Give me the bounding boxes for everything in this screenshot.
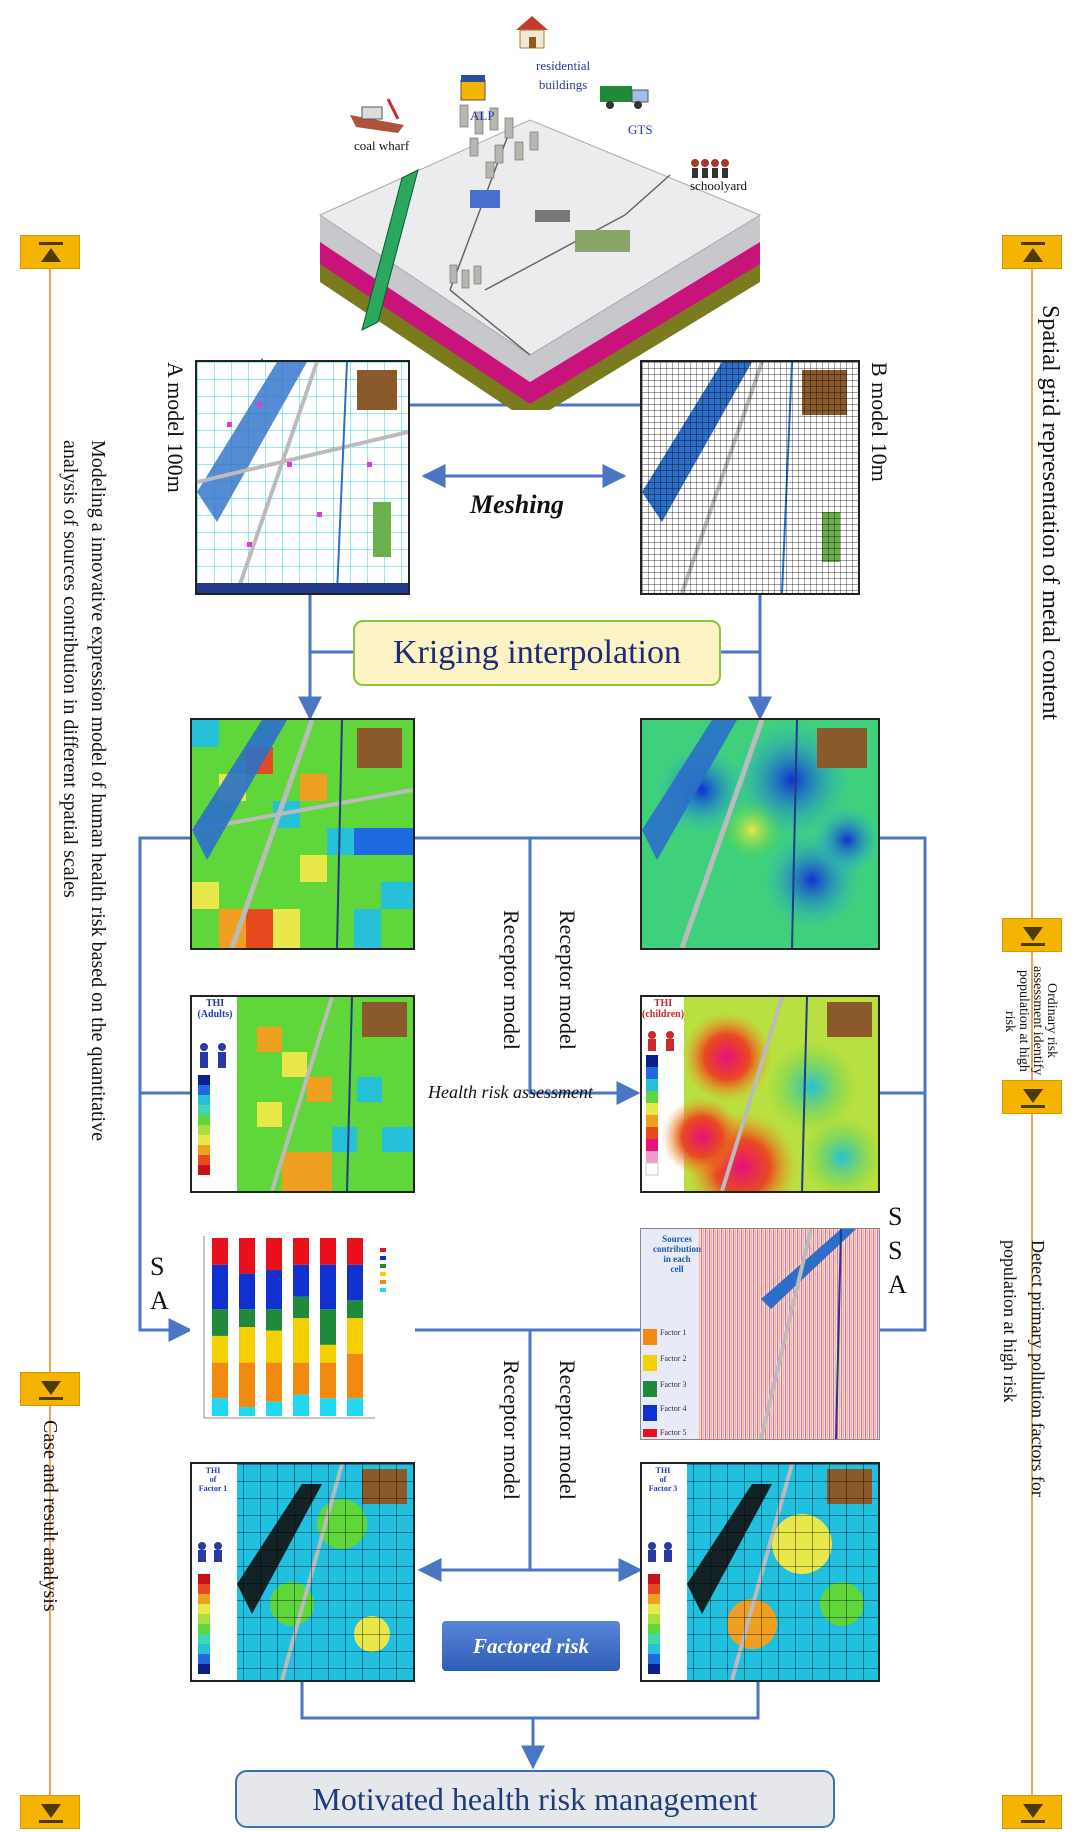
bar-segment (320, 1344, 336, 1363)
factored-risk-box: Factored risk (442, 1621, 620, 1671)
marker-mid-left (20, 1372, 80, 1406)
students-icon (691, 159, 729, 178)
side-text-right-top: Spatial grid representation of metal con… (1037, 305, 1063, 721)
label-alp: ALP (470, 108, 495, 123)
label-gts: GTS (628, 122, 653, 137)
map-thi-factor-3 (640, 1462, 880, 1682)
side-text-left-bottom: Case and result analysis (39, 1420, 61, 1612)
label-receptor-model-4: Receptor model (555, 1360, 580, 1500)
side-text-right-bottom: Detect primary pollution factors for pop… (1000, 1240, 1048, 1497)
label-sa: S A (150, 1252, 169, 1315)
marker-bottom-right (1002, 1795, 1062, 1829)
bar-segment (347, 1300, 363, 1319)
bar-segment (239, 1238, 255, 1274)
bar-segment (266, 1309, 282, 1331)
factor-legend: Factor 1 Factor 2 Factor 3 Factor 4 Fact… (660, 1328, 686, 1442)
label-receptor-model-3: Receptor model (499, 1360, 524, 1500)
motivated-health-risk-box: Motivated health risk management (235, 1770, 835, 1828)
bar-segment (212, 1309, 228, 1336)
bar-segment (347, 1398, 363, 1416)
map-a-model-100m (195, 360, 410, 595)
factor-legend-3: Factor 3 (660, 1380, 687, 1389)
bar-segment (266, 1270, 282, 1310)
bar-segment (293, 1238, 309, 1265)
bar-segment (347, 1264, 363, 1301)
map-b-model-10m (640, 360, 860, 595)
house-icon (516, 16, 548, 49)
bar-segment (293, 1394, 309, 1416)
marker-mid1-right (1002, 918, 1062, 952)
bar-segment (239, 1407, 255, 1416)
bar-segment (293, 1318, 309, 1363)
bar-segment (266, 1238, 282, 1271)
bar-segment (347, 1238, 363, 1265)
kriging-interpolation-box: Kriging interpolation (353, 620, 721, 686)
side-text-left-top: Modeling a innovative expression model o… (59, 440, 109, 1141)
label-residential-buildings: residential buildings (536, 58, 591, 92)
inset-thi-adults-title: THI (Adults) (197, 998, 233, 1020)
ship-icon (350, 98, 404, 133)
label-coal-wharf: coal wharf (354, 138, 410, 153)
label-a-model: A model 100m (163, 362, 188, 493)
bar-segment (212, 1335, 228, 1363)
map-a-interpolated (190, 718, 415, 950)
marker-mid2-right (1002, 1080, 1062, 1114)
marker-top-left (20, 235, 80, 269)
map-sources-contribution (640, 1228, 880, 1440)
garbage-truck-icon (600, 86, 649, 109)
map-thi-children (640, 995, 880, 1193)
bar-segment (266, 1330, 282, 1363)
label-ssa: S S A (888, 1202, 907, 1299)
bar-segment (239, 1362, 255, 1408)
label-schoolyard: schoolyard (690, 178, 748, 193)
label-health-risk-assessment: Health risk assessment (428, 1082, 593, 1102)
alp-icon (460, 75, 486, 101)
bar-segment (266, 1401, 282, 1416)
factor-legend-2: Factor 2 (660, 1354, 687, 1363)
bar-segment (212, 1238, 228, 1265)
bar-segment (239, 1273, 255, 1310)
inset-thi-factor-1-title: THI of Factor 1 (198, 1466, 228, 1493)
bar-segment (293, 1264, 309, 1297)
bar-segment (293, 1362, 309, 1395)
bar-segment (320, 1264, 336, 1310)
bar-segment (212, 1398, 228, 1416)
bar-segment (320, 1398, 336, 1416)
map-b-interpolated (640, 718, 880, 950)
study-area-block (318, 104, 762, 410)
bar-segment (320, 1238, 336, 1265)
map-thi-adults (190, 995, 415, 1193)
label-receptor-model-2: Receptor model (555, 910, 580, 1050)
label-b-model: B model 10m (867, 362, 892, 482)
factor-legend-1: Factor 1 (660, 1328, 687, 1337)
bar-segment (320, 1309, 336, 1345)
bar-segment (212, 1362, 228, 1399)
bar-segment (266, 1362, 282, 1402)
label-receptor-model-1: Receptor model (499, 910, 524, 1050)
bar-segment (293, 1296, 309, 1319)
stacked-bar-chart (190, 1228, 415, 1440)
factor-legend-5: Factor 5 (660, 1428, 687, 1437)
inset-sources-contribution-title: Sources contribution in each cell (652, 1234, 701, 1274)
inset-thi-factor-3-title: THI of Factor 3 (648, 1466, 678, 1493)
bar-segment (347, 1353, 363, 1399)
bar-segment (347, 1318, 363, 1354)
bar-segment (239, 1327, 255, 1363)
bar-segment (239, 1309, 255, 1327)
marker-top-right (1002, 235, 1062, 269)
bar-segment (320, 1362, 336, 1399)
bar-segment (212, 1264, 228, 1310)
inset-thi-children-title: THI (children) (642, 998, 685, 1020)
side-text-right-mid: Ordinary risk assessment identify popula… (1002, 966, 1059, 1076)
map-thi-factor-1 (190, 1462, 415, 1682)
label-meshing: Meshing (470, 490, 564, 519)
factor-legend-4: Factor 4 (660, 1404, 687, 1413)
marker-bottom-left (20, 1795, 80, 1829)
